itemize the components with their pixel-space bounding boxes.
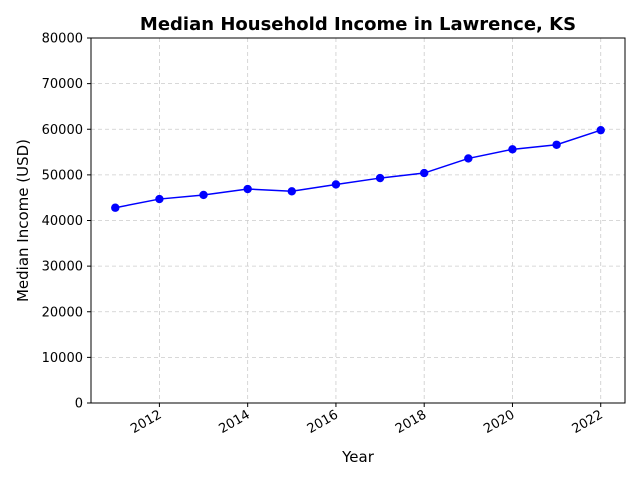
series-layer (111, 125, 605, 212)
x-tick-label: 2014 (217, 407, 253, 437)
data-point (287, 187, 297, 196)
y-tick-label: 50000 (42, 168, 83, 183)
y-tick-label: 40000 (42, 214, 83, 229)
x-tick-label: 2020 (481, 407, 517, 437)
data-point (243, 184, 252, 194)
data-point (552, 140, 561, 149)
data-point (331, 180, 341, 189)
grid-lines (91, 37, 625, 404)
y-tick-label: 10000 (42, 351, 83, 366)
data-point (111, 203, 120, 212)
x-tick-label: 2018 (393, 407, 429, 437)
y-tick-label: 30000 (42, 260, 83, 275)
axes: 0 10000 20000 30000 40000 50000 60000 70000 8000… (42, 32, 626, 437)
x-tick-label: 2012 (128, 407, 164, 437)
data-point (508, 145, 517, 154)
x-tick-label: 2016 (305, 407, 341, 437)
y-tick-label: 0 (75, 397, 83, 412)
y-tick-label: 80000 (42, 32, 83, 47)
data-point (199, 190, 208, 200)
data-point (596, 125, 605, 135)
data-point (375, 173, 385, 183)
x-axis-label: Year (341, 448, 375, 466)
data-point (419, 168, 429, 178)
data-point (464, 154, 473, 163)
y-tick-label: 70000 (42, 77, 83, 92)
y-axis-label: Median Income (USD) (14, 139, 32, 302)
chart-title: Median Household Income in Lawrence, KS (140, 14, 576, 35)
y-tick-label: 20000 (42, 305, 83, 320)
series-line (115, 129, 601, 209)
x-tick-label: 2022 (570, 407, 606, 437)
data-point (155, 194, 164, 204)
y-tick-label: 60000 (42, 123, 83, 138)
chart-labels: Median Household Income in Lawrence, KS … (14, 14, 576, 466)
